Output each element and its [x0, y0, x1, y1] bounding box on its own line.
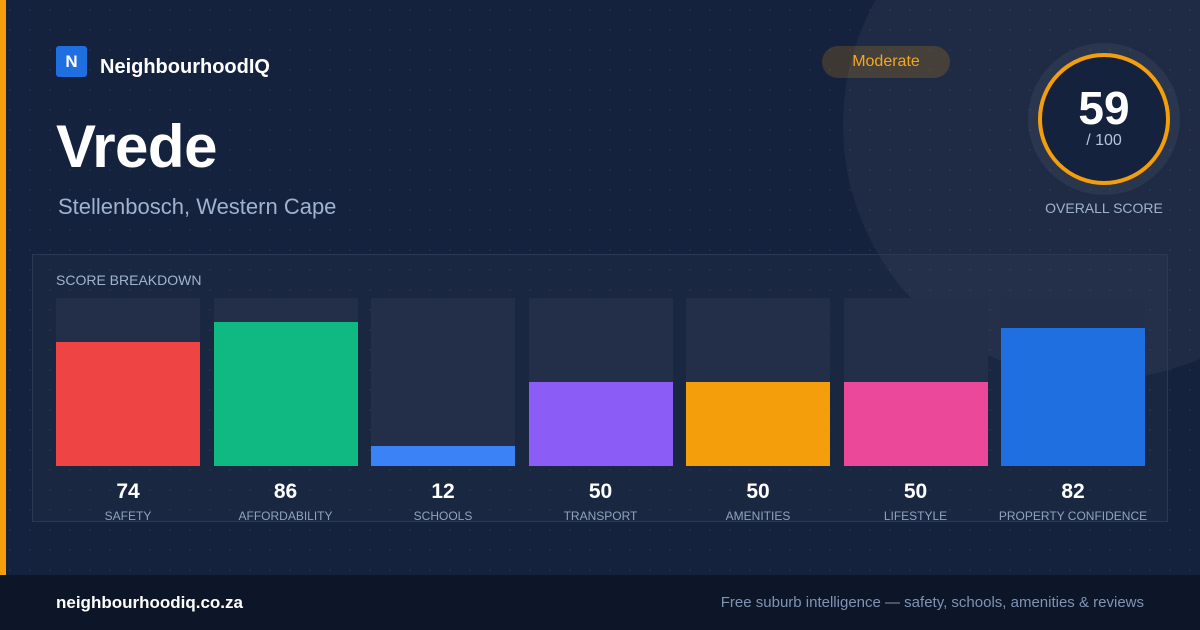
score-bar-affordability: 86 AFFORDABILITY: [213, 298, 358, 523]
suburb-location: Stellenbosch, Western Cape: [58, 194, 337, 219]
bar-value: 50: [588, 480, 613, 503]
footer-tagline: Free suburb intelligence — safety, schoo…: [720, 594, 1144, 611]
bar-value: 12: [431, 480, 455, 503]
bar-fill: [213, 322, 358, 466]
score-breakdown-title: SCORE BREAKDOWN: [56, 272, 202, 288]
score-bar-property-confidence: 82 PROPERTY CONFIDENCE: [999, 298, 1147, 523]
bar-track: [1001, 298, 1145, 466]
bar-value: 86: [273, 480, 298, 503]
bar-fill: [371, 446, 515, 466]
rating-badge: Moderate: [822, 46, 950, 78]
bar-label: AFFORDABILITY: [238, 509, 333, 523]
accent-bar: [0, 0, 6, 575]
bar-label: SAFETY: [104, 509, 152, 523]
bar-track: [56, 298, 200, 466]
hero-section: N NeighbourhoodIQ Vrede Stellenbosch, We…: [0, 0, 1200, 575]
bar-value: 50: [903, 480, 928, 503]
score-bar-transport: 50 TRANSPORT: [528, 298, 673, 523]
bar-track: [843, 298, 988, 466]
bar-label: PROPERTY CONFIDENCE: [998, 509, 1148, 523]
bar-label: AMENITIES: [725, 509, 791, 523]
overall-score-max: / 100: [1086, 132, 1122, 149]
bar-value: 50: [746, 480, 770, 503]
overall-score-label: OVERALL SCORE: [1045, 200, 1163, 216]
bar-label: SCHOOLS: [413, 509, 473, 523]
score-bar-lifestyle: 50 LIFESTYLE: [843, 298, 988, 523]
brand-logo-icon: N: [56, 46, 87, 77]
score-bar-schools: 12 SCHOOLS: [371, 298, 515, 523]
brand-name: NeighbourhoodIQ: [100, 56, 270, 78]
bar-value: 82: [1061, 480, 1085, 503]
overall-score-value: 59: [1078, 82, 1130, 134]
bar-label: TRANSPORT: [563, 509, 638, 523]
score-bar-safety: 74 SAFETY: [56, 298, 200, 523]
overall-score-ring: [1038, 53, 1170, 185]
footer: neighbourhoodiq.co.za Free suburb intell…: [0, 575, 1200, 630]
bar-track: [528, 298, 673, 466]
bar-fill: [528, 382, 673, 466]
bar-track: [686, 298, 830, 466]
suburb-title: Vrede: [56, 113, 217, 180]
score-breakdown-panel: [32, 254, 1168, 522]
bar-fill: [686, 382, 830, 466]
bar-value: 74: [116, 480, 140, 503]
bar-track: [371, 298, 515, 466]
bar-label: LIFESTYLE: [883, 509, 948, 523]
bar-fill: [843, 382, 988, 466]
bar-track: [213, 298, 358, 466]
footer-url[interactable]: neighbourhoodiq.co.za: [56, 593, 243, 612]
score-bar-amenities: 50 AMENITIES: [686, 298, 830, 523]
bar-fill: [1001, 328, 1145, 466]
bar-fill: [56, 342, 200, 466]
